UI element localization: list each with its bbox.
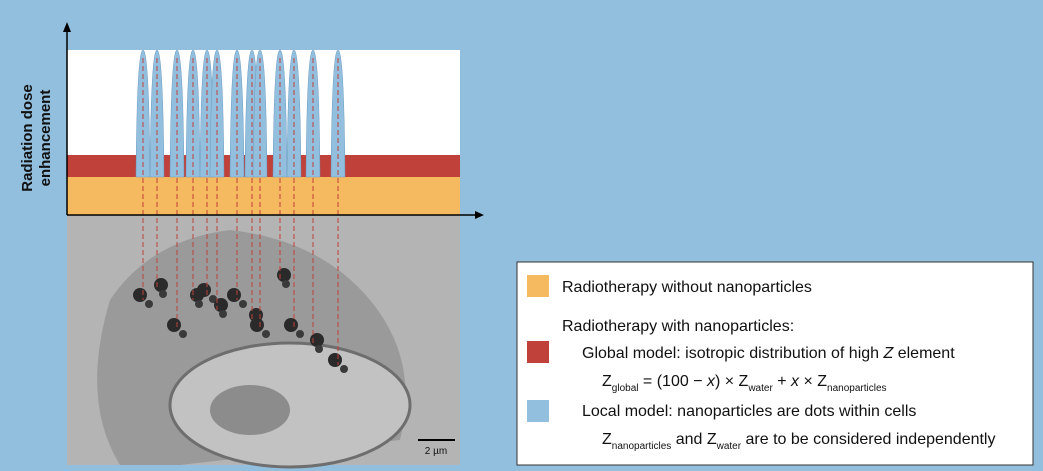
legend-swatch: [527, 275, 549, 297]
nanoparticle-cluster: [277, 268, 291, 282]
nanoparticle-cluster: [315, 345, 323, 353]
nanoparticle-cluster: [296, 330, 304, 338]
nanoparticle-cluster: [195, 300, 203, 308]
scale-bar-label: 2 µm: [425, 446, 447, 457]
nanoparticle-cluster: [154, 278, 168, 292]
text-segment: Z: [602, 431, 612, 448]
legend-text: Global model: isotropic distribution of …: [582, 345, 955, 362]
text-segment: element: [893, 345, 955, 362]
subscript: nanoparticles: [827, 383, 886, 394]
figure: 2 µm Radiation dose enhancement Radiothe…: [0, 0, 1043, 471]
nanoparticle-cluster: [340, 365, 348, 373]
orange-band: [67, 177, 460, 215]
nanoparticle-cluster: [145, 300, 153, 308]
y-axis-label: enhancement: [37, 90, 54, 187]
text-segment: and Z: [671, 431, 717, 448]
subscript: nanoparticles: [612, 441, 671, 452]
text-segment: +: [773, 373, 791, 390]
nanoparticle-cluster: [179, 330, 187, 338]
text-segment: ) × Z: [715, 373, 749, 390]
nanoparticle-cluster: [219, 310, 227, 318]
nanoparticle-cluster: [197, 283, 211, 297]
legend-swatch: [527, 341, 549, 363]
nanoparticle-cluster: [214, 298, 228, 312]
legend-text: Radiotherapy with nanoparticles:: [562, 318, 794, 335]
subscript: water: [747, 383, 773, 394]
legend-text: Local model: nanoparticles are dots with…: [582, 403, 916, 420]
subscript: water: [716, 441, 742, 452]
nanoparticle-cluster: [133, 288, 147, 302]
text-segment: Global model: isotropic distribution of …: [582, 345, 884, 362]
micrograph: 2 µm: [67, 215, 460, 467]
nanoparticle-cluster: [328, 353, 342, 367]
text-segment: × Z: [799, 373, 827, 390]
text-segment: = (100 −: [638, 373, 707, 390]
legend-text: Radiotherapy without nanoparticles: [562, 279, 812, 296]
legend-swatch: [527, 400, 549, 422]
nanoparticle-cluster: [227, 288, 241, 302]
y-axis-label: Radiation dose: [19, 84, 36, 192]
text-segment: Z: [602, 373, 612, 390]
nanoparticle-cluster: [159, 290, 167, 298]
subscript: global: [612, 383, 639, 394]
nanoparticle-cluster: [310, 333, 324, 347]
nanoparticle-cluster: [250, 318, 264, 332]
nanoparticle-cluster: [284, 318, 298, 332]
nanoparticle-cluster: [282, 280, 290, 288]
nanoparticle-cluster: [262, 330, 270, 338]
nanoparticle-cluster: [239, 300, 247, 308]
nanoparticle-cluster: [167, 318, 181, 332]
text-segment: are to be considered independently: [741, 431, 995, 448]
